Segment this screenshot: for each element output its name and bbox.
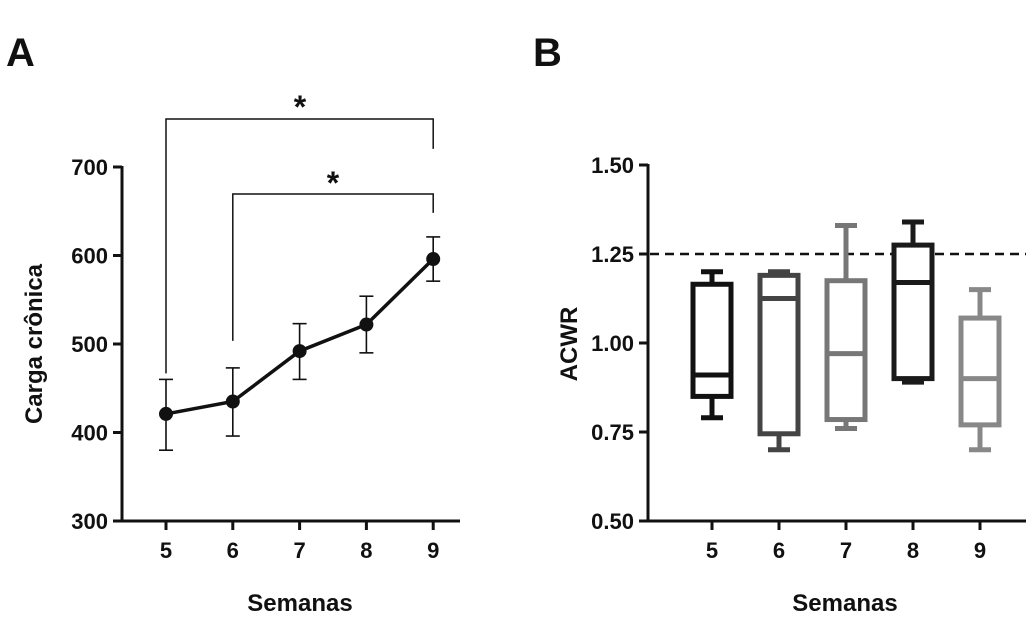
panel-b: 0.50 0.75 1.00 1.25 1.50 5 6 7 8 9 <box>591 153 1026 563</box>
y-tick-label: 400 <box>71 421 108 446</box>
y-tick-label: 0.50 <box>591 509 634 534</box>
box <box>958 315 1002 428</box>
y-tick-label: 1.50 <box>591 153 634 178</box>
panel-a-label: A <box>6 31 35 75</box>
box <box>824 278 868 423</box>
significance-star: * <box>294 89 307 125</box>
x-tick-label: 8 <box>360 538 372 563</box>
panel-a-xlabel: Semanas <box>247 590 352 617</box>
y-tick-label: 0.75 <box>591 420 634 445</box>
x-tick-label: 7 <box>840 538 852 563</box>
data-point <box>292 344 307 359</box>
x-tick-label: 6 <box>227 538 239 563</box>
x-tick-label: 9 <box>974 538 986 563</box>
data-point <box>159 406 173 421</box>
data-point <box>426 252 441 267</box>
x-tick-label: 7 <box>293 538 305 563</box>
panel-a-ylabel: Carga crônica <box>21 263 48 424</box>
y-tick-label: 300 <box>71 509 108 534</box>
significance-bracket <box>232 193 434 341</box>
y-tick-label: 700 <box>71 155 108 180</box>
data-point <box>359 317 374 332</box>
y-tick-label: 1.00 <box>591 331 634 356</box>
panel-b-label: B <box>533 31 562 75</box>
significance-bracket <box>165 118 434 374</box>
x-tick-label: 5 <box>706 538 718 563</box>
y-tick-label: 1.25 <box>591 242 634 267</box>
panel-a: 300 400 500 600 700 5 6 7 8 9 * * <box>71 89 460 563</box>
x-tick-label: 5 <box>160 538 172 563</box>
box <box>891 242 935 382</box>
panel-b-xlabel: Semanas <box>792 590 897 617</box>
data-point <box>225 394 240 409</box>
x-tick-label: 8 <box>907 538 919 563</box>
significance-star: * <box>327 165 340 201</box>
box <box>690 281 734 399</box>
box <box>757 272 801 437</box>
x-tick-label: 9 <box>427 538 439 563</box>
y-tick-label: 600 <box>71 244 108 269</box>
x-tick-label: 6 <box>773 538 785 563</box>
y-tick-label: 500 <box>71 332 108 357</box>
panel-b-ylabel: ACWR <box>556 307 583 382</box>
